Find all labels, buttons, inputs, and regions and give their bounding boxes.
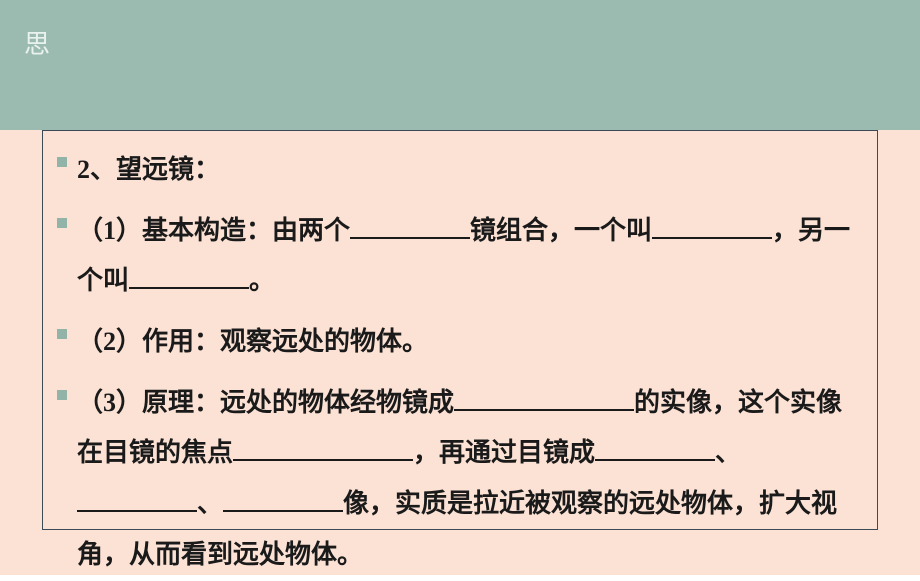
square-bullet-icon: [57, 157, 67, 167]
item-text: （2）作用：观察远处的物体。: [77, 317, 859, 368]
fill-in-blank: [652, 215, 772, 238]
item-text: （3）原理：远处的物体经物镜成的实像，这个实像在目镜的焦点，再通过目镜成、、像，…: [77, 378, 859, 581]
text-segment: 镜组合，一个叫: [470, 216, 652, 245]
item-text: 2、望远镜：: [77, 145, 859, 196]
background-top: [0, 0, 920, 130]
text-segment: 2、望远镜：: [77, 155, 220, 184]
text-segment: （2）作用：观察远处的物体。: [77, 327, 428, 356]
text-segment: 、: [715, 438, 741, 467]
fill-in-blank: [129, 266, 249, 289]
fill-in-blank: [350, 215, 470, 238]
text-segment: （1）基本构造：由两个: [77, 216, 350, 245]
square-bullet-icon: [57, 329, 67, 339]
fill-in-blank: [233, 438, 413, 461]
slide: 思 2、望远镜：（1）基本构造：由两个镜组合，一个叫，另一个叫。（2）作用：观察…: [0, 0, 920, 575]
text-segment: （3）原理：远处的物体经物镜成: [77, 388, 454, 417]
corner-character: 思: [24, 24, 50, 61]
text-segment: 。: [249, 266, 275, 295]
content-item: （3）原理：远处的物体经物镜成的实像，这个实像在目镜的焦点，再通过目镜成、、像，…: [53, 378, 859, 581]
content-item: （1）基本构造：由两个镜组合，一个叫，另一个叫。: [53, 206, 859, 307]
content-box: 2、望远镜：（1）基本构造：由两个镜组合，一个叫，另一个叫。（2）作用：观察远处…: [42, 130, 878, 530]
content-item: 2、望远镜：: [53, 145, 859, 196]
fill-in-blank: [595, 438, 715, 461]
content-item: （2）作用：观察远处的物体。: [53, 317, 859, 368]
square-bullet-icon: [57, 218, 67, 228]
text-segment: ，再通过目镜成: [413, 438, 595, 467]
text-segment: 、: [197, 489, 223, 518]
fill-in-blank: [223, 489, 343, 512]
square-bullet-icon: [57, 390, 67, 400]
item-text: （1）基本构造：由两个镜组合，一个叫，另一个叫。: [77, 206, 859, 307]
fill-in-blank: [77, 489, 197, 512]
fill-in-blank: [454, 387, 634, 410]
